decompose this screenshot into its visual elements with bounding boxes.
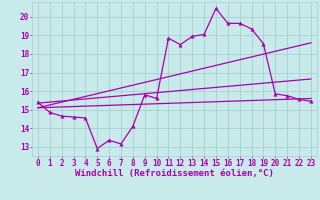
X-axis label: Windchill (Refroidissement éolien,°C): Windchill (Refroidissement éolien,°C) xyxy=(75,169,274,178)
